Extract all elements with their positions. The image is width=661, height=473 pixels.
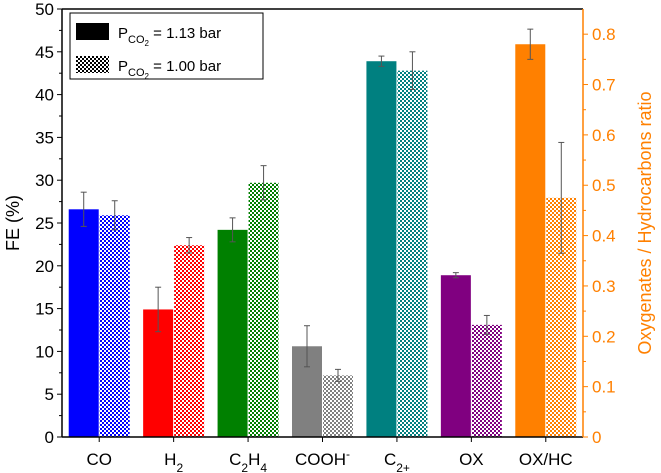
bar-C2+-series1 bbox=[366, 61, 397, 437]
legend-swatch-1 bbox=[76, 23, 109, 40]
x-tick-label-OX: OX bbox=[459, 450, 484, 469]
y2-tick-label-0.1: 0.1 bbox=[592, 378, 616, 397]
x-tick-label-C2H4: C2H4 bbox=[229, 450, 267, 473]
y-tick-label-50: 50 bbox=[35, 0, 54, 19]
error-bar-C2H4-series1 bbox=[229, 217, 236, 243]
x-tick-label-CO: CO bbox=[86, 450, 112, 469]
y-tick-label-45: 45 bbox=[35, 43, 54, 62]
y-axis-title: FE (%) bbox=[3, 195, 23, 251]
legend: PCO2 = 1.13 bar PCO2 = 1.00 bar bbox=[69, 12, 264, 81]
y2-tick-label-0.5: 0.5 bbox=[592, 176, 616, 195]
y2-axis-title: Oxygenates / Hydrocarbons ratio bbox=[635, 91, 655, 354]
bar-CO-series1 bbox=[68, 209, 99, 437]
bar-OX-series2 bbox=[471, 324, 502, 437]
bar-C2+-series2 bbox=[397, 70, 428, 437]
y-tick-label-35: 35 bbox=[35, 128, 54, 147]
y-tick-label-5: 5 bbox=[45, 385, 54, 404]
x-tick-label-COOH-: COOH- bbox=[295, 447, 350, 469]
error-bar-CO-series1 bbox=[80, 191, 87, 227]
error-bar-C2+-series1 bbox=[378, 55, 385, 67]
bar-CO-series2 bbox=[99, 215, 130, 437]
error-bar-OX-series1 bbox=[452, 272, 459, 279]
bar-OX-series1 bbox=[440, 275, 471, 437]
y-tick-label-30: 30 bbox=[35, 171, 54, 190]
x-tick-label-H2: H2 bbox=[164, 450, 183, 473]
y-tick-label-25: 25 bbox=[35, 214, 54, 233]
y2-tick-label-0.3: 0.3 bbox=[592, 277, 616, 296]
y2-tick-label-0.4: 0.4 bbox=[592, 227, 616, 246]
legend-swatch-2 bbox=[76, 56, 109, 73]
y2-tick-label-0.8: 0.8 bbox=[592, 25, 616, 44]
y2-tick-label-0: 0 bbox=[592, 428, 601, 447]
error-bar-C2H4-series2 bbox=[260, 165, 267, 201]
error-bar-OX-series2 bbox=[483, 314, 490, 335]
y2-tick-label-0.2: 0.2 bbox=[592, 327, 616, 346]
error-bar-C2+-series2 bbox=[409, 51, 416, 90]
y2-tick-label-0.7: 0.7 bbox=[592, 76, 616, 95]
x-tick-label-C2+: C2+ bbox=[384, 450, 410, 473]
y-tick-label-0: 0 bbox=[45, 428, 54, 447]
bar-C2H4-series2 bbox=[248, 182, 279, 437]
x-tick-label-OX/HC: OX/HC bbox=[519, 450, 573, 469]
y2-tick-label-0.6: 0.6 bbox=[592, 126, 616, 145]
legend-label-1: PCO2 = 1.13 bar bbox=[118, 25, 221, 48]
error-bar-COOH--series1 bbox=[304, 325, 310, 368]
error-bar-OX/HC-series1 bbox=[527, 28, 534, 60]
error-bar-COOH--series2 bbox=[335, 368, 341, 382]
axes-layer: CO H2 C2H4 COOH- C2+ OX OX/HC 0 5 10 15 20 25 30 35 40 4… bbox=[3, 0, 655, 473]
bar-OX/HC-series1 bbox=[515, 44, 546, 437]
bars-layer bbox=[68, 44, 577, 437]
legend-label-2: PCO2 = 1.00 bar bbox=[118, 58, 221, 81]
bar-C2H4-series1 bbox=[217, 229, 248, 437]
error-bar-CO-series2 bbox=[111, 200, 118, 231]
error-bar-H2-series1 bbox=[155, 286, 162, 333]
y-tick-label-20: 20 bbox=[35, 257, 54, 276]
error-bar-H2-series2 bbox=[186, 237, 193, 254]
bar-H2-series2 bbox=[174, 245, 205, 437]
error-bar-OX/HC-series2 bbox=[558, 141, 565, 254]
y-tick-label-15: 15 bbox=[35, 300, 54, 319]
bar-COOH--series2 bbox=[323, 375, 353, 437]
y-tick-label-10: 10 bbox=[35, 342, 54, 361]
error-bars-layer bbox=[80, 28, 565, 382]
y-tick-label-40: 40 bbox=[35, 86, 54, 105]
